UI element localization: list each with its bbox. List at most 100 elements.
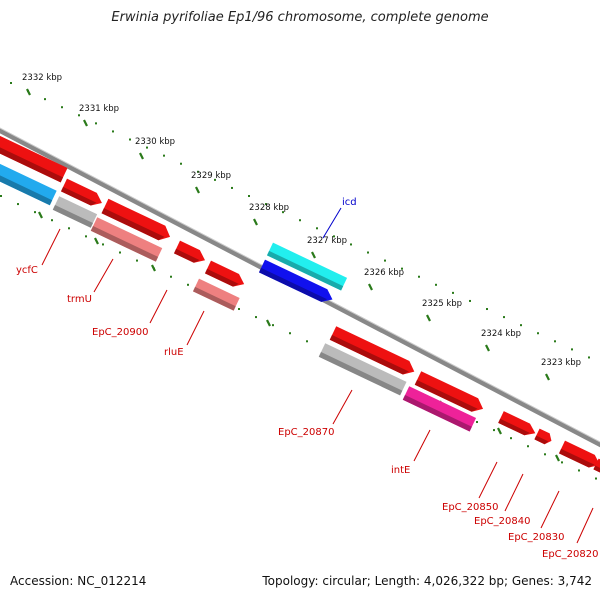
minor-tick: [554, 340, 556, 343]
major-tick-inner: [94, 237, 99, 245]
minor-tick-inner: [85, 235, 87, 238]
minor-tick-inner: [17, 203, 19, 206]
gene-feature-rluE[interactable]: [192, 278, 240, 311]
minor-tick: [537, 332, 539, 335]
minor-tick-inner: [34, 211, 36, 214]
major-tick: [139, 152, 144, 160]
gene-label-epc_20830[interactable]: EpC_20830: [508, 490, 564, 543]
gene-feature[interactable]: [498, 411, 536, 436]
gene-feature-EpC_20870[interactable]: [318, 343, 407, 396]
major-tick: [195, 186, 200, 194]
leader-line: [41, 228, 61, 266]
gene-label-icd[interactable]: icd: [322, 197, 357, 239]
tick-marks: 2332 kbp 2331 kbp 2330 kbp 2329 kbp 2328 kbp…: [0, 73, 597, 480]
gene-feature-icd[interactable]: [266, 242, 348, 291]
gene-feature[interactable]: [593, 458, 600, 475]
tick-label: 2332 kbp: [22, 73, 62, 83]
minor-tick-inner: [306, 340, 308, 343]
minor-tick: [384, 259, 386, 262]
minor-tick-inner: [51, 219, 53, 222]
tick-label: 2327 kbp: [307, 236, 347, 246]
minor-tick: [486, 308, 488, 311]
gene-label-epc_20870[interactable]: EpC_20870: [278, 389, 353, 438]
gene-label-text: ycfC: [16, 265, 38, 276]
minor-tick-inner: [527, 445, 529, 448]
minor-tick-inner: [476, 421, 478, 424]
minor-tick: [78, 114, 80, 117]
gene-feature[interactable]: [204, 260, 245, 287]
minor-tick: [44, 98, 46, 101]
minor-tick: [520, 324, 522, 327]
gene-label-epc_20840[interactable]: EpC_20840: [474, 473, 530, 527]
minor-tick: [503, 316, 505, 319]
minor-tick-inner: [238, 308, 240, 311]
minor-tick-inner: [595, 477, 597, 480]
gene-label-rlue[interactable]: rluE: [164, 310, 205, 358]
minor-tick-inner: [544, 453, 546, 456]
leader-line: [332, 389, 353, 425]
gene-feature-ycfC[interactable]: [0, 161, 57, 206]
minor-tick-inner: [187, 283, 189, 286]
gene-feature[interactable]: [0, 133, 68, 183]
minor-tick-inner: [510, 437, 512, 440]
minor-tick: [231, 186, 233, 189]
major-tick: [83, 119, 88, 127]
gene-labels: icd ycfC trmU EpC_20900 rluE EpC_20870 intE EpC…: [16, 197, 598, 560]
gene-label-inte[interactable]: intE: [391, 429, 431, 476]
leader-line: [540, 490, 560, 529]
major-tick: [426, 314, 431, 322]
gene-feature-trmU[interactable]: [52, 196, 98, 228]
gene-features: [0, 133, 600, 475]
gene-feature[interactable]: [101, 198, 171, 241]
tick-label: 2325 kbp: [422, 299, 462, 309]
minor-tick-inner: [493, 429, 495, 432]
gene-label-trmu[interactable]: trmU: [67, 258, 114, 305]
accession-text: Accession: NC_012214: [10, 574, 147, 588]
tick-label: 2330 kbp: [135, 137, 175, 147]
gene-feature[interactable]: [329, 326, 415, 375]
tick-label: 2323 kbp: [541, 358, 581, 368]
leader-line: [576, 507, 594, 544]
gene-label-epc_20850[interactable]: EpC_20850: [442, 461, 498, 513]
minor-tick: [95, 122, 97, 125]
map-title: Erwinia pyrifoliae Ep1/96 chromosome, co…: [111, 10, 489, 25]
gene-feature[interactable]: [60, 178, 102, 206]
gene-feature[interactable]: [534, 428, 552, 445]
gene-label-text: trmU: [67, 294, 92, 305]
minor-tick: [299, 219, 301, 222]
major-tick-inner: [266, 319, 271, 327]
major-tick: [311, 251, 316, 259]
minor-tick: [435, 283, 437, 286]
minor-tick-inner: [170, 275, 172, 278]
major-tick: [253, 218, 258, 226]
gene-label-epc_20900[interactable]: EpC_20900: [92, 289, 168, 338]
gene-label-text: EpC_20820: [542, 549, 598, 560]
leader-line: [413, 429, 431, 462]
tick-label: 2329 kbp: [191, 171, 231, 181]
minor-tick: [571, 348, 573, 351]
gene-label-epc_20820[interactable]: EpC_20820: [542, 507, 598, 560]
gene-label-ycfc[interactable]: ycfC: [16, 228, 61, 276]
gene-label-text: EpC_20840: [474, 516, 530, 527]
gene-feature-intE[interactable]: [402, 386, 477, 432]
gene-feature-EpC_20900[interactable]: [90, 217, 163, 262]
gene-label-text: EpC_20850: [442, 502, 498, 513]
minor-tick: [452, 291, 454, 294]
minor-tick-inner: [561, 461, 563, 464]
minor-tick-inner: [272, 324, 274, 327]
minor-tick: [146, 146, 148, 149]
gene-feature[interactable]: [173, 240, 206, 263]
minor-tick: [333, 235, 335, 238]
gene-feature[interactable]: [258, 259, 333, 302]
gene-feature[interactable]: [414, 371, 484, 412]
major-tick-inner: [497, 427, 502, 435]
leader-line: [149, 289, 168, 324]
minor-tick-inner: [289, 332, 291, 335]
minor-tick: [588, 356, 590, 359]
leader-line: [322, 207, 342, 239]
minor-tick: [163, 154, 165, 157]
genome-summary-text: Topology: circular; Length: 4,026,322 bp…: [262, 574, 592, 588]
minor-tick-inner: [578, 469, 580, 472]
gene-feature[interactable]: [558, 440, 600, 468]
